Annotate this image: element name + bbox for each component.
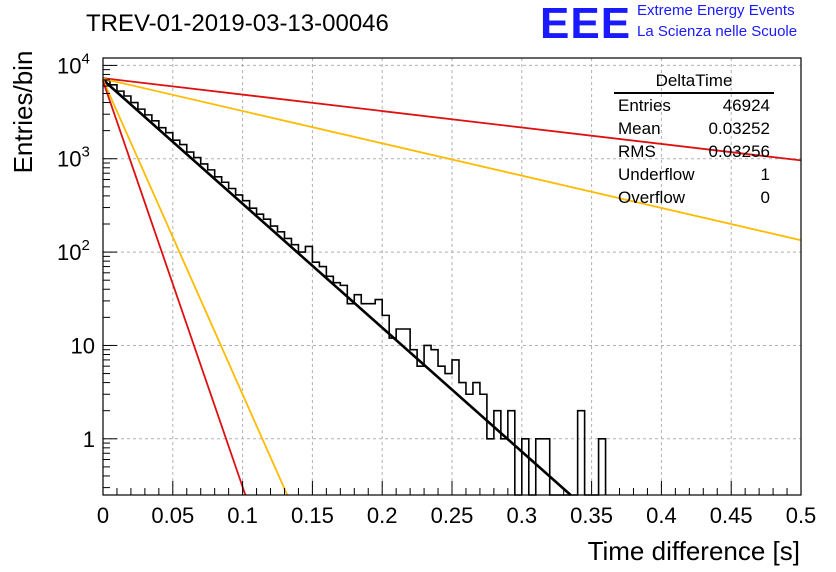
x-axis-label: Time difference [s] [588,536,800,566]
x-tick-label: 0.05 [151,503,194,528]
stats-value: 0.03256 [708,142,770,161]
axis-tick-labels: 0 0.05 0.1 0.15 0.2 0.25 0.3 0.35 0.4 0.45 0.51101… [57,50,816,528]
fit-curves [102,77,802,496]
grid [103,58,801,495]
x-tick-label: 0.35 [570,503,613,528]
stats-value: 0.03252 [708,119,770,138]
fit-curve [102,79,289,496]
fit-curve [102,80,247,496]
stats-value: 0 [760,188,770,207]
y-tick-label: 103 [57,144,90,172]
x-tick-label: 0.15 [291,503,334,528]
stats-label: Underflow [618,165,695,184]
fit-curve [102,78,572,496]
x-tick-label: 0.5 [786,503,817,528]
stats-title: DeltaTime [614,70,774,94]
axis-ticks [102,64,802,495]
stats-label: Mean [618,119,661,138]
histogram [103,79,607,496]
logo-line-2: La Scienza nelle Scuole [637,23,798,40]
y-tick-label: 104 [57,50,90,78]
stats-label: Entries [618,96,671,115]
stats-label: Overflow [618,188,686,207]
stats-value: 1 [760,165,770,184]
x-tick-label: 0.25 [431,503,474,528]
x-tick-label: 0.1 [227,503,258,528]
histogram-outline [103,79,607,496]
chart-title: TREV-01-2019-03-13-00046 [86,10,389,37]
stats-row-entries: Entries 46924 [614,94,774,117]
y-axis-label: Entries/bin [8,51,38,174]
x-tick-label: 0.2 [367,503,398,528]
x-tick-label: 0.3 [507,503,538,528]
x-tick-label: 0.45 [710,503,753,528]
stats-row-mean: Mean 0.03252 [614,117,774,140]
stats-label: RMS [618,142,656,161]
x-tick-label: 0.4 [646,503,677,528]
eee-logo: EEE [540,0,632,48]
stats-box: DeltaTime Entries 46924 Mean 0.03252 RMS… [614,70,774,209]
logo-line-1: Extreme Energy Events [637,2,795,19]
stats-row-underflow: Underflow 1 [614,163,774,186]
stats-row-rms: RMS 0.03256 [614,140,774,163]
y-tick-label: 10 [71,333,95,358]
stats-row-overflow: Overflow 0 [614,186,774,209]
fit-curve [102,77,802,242]
x-tick-label: 0 [97,503,109,528]
fit-curve [102,77,802,162]
y-tick-label: 1 [83,427,95,452]
stats-value: 46924 [722,96,770,115]
y-tick-label: 102 [57,237,90,265]
